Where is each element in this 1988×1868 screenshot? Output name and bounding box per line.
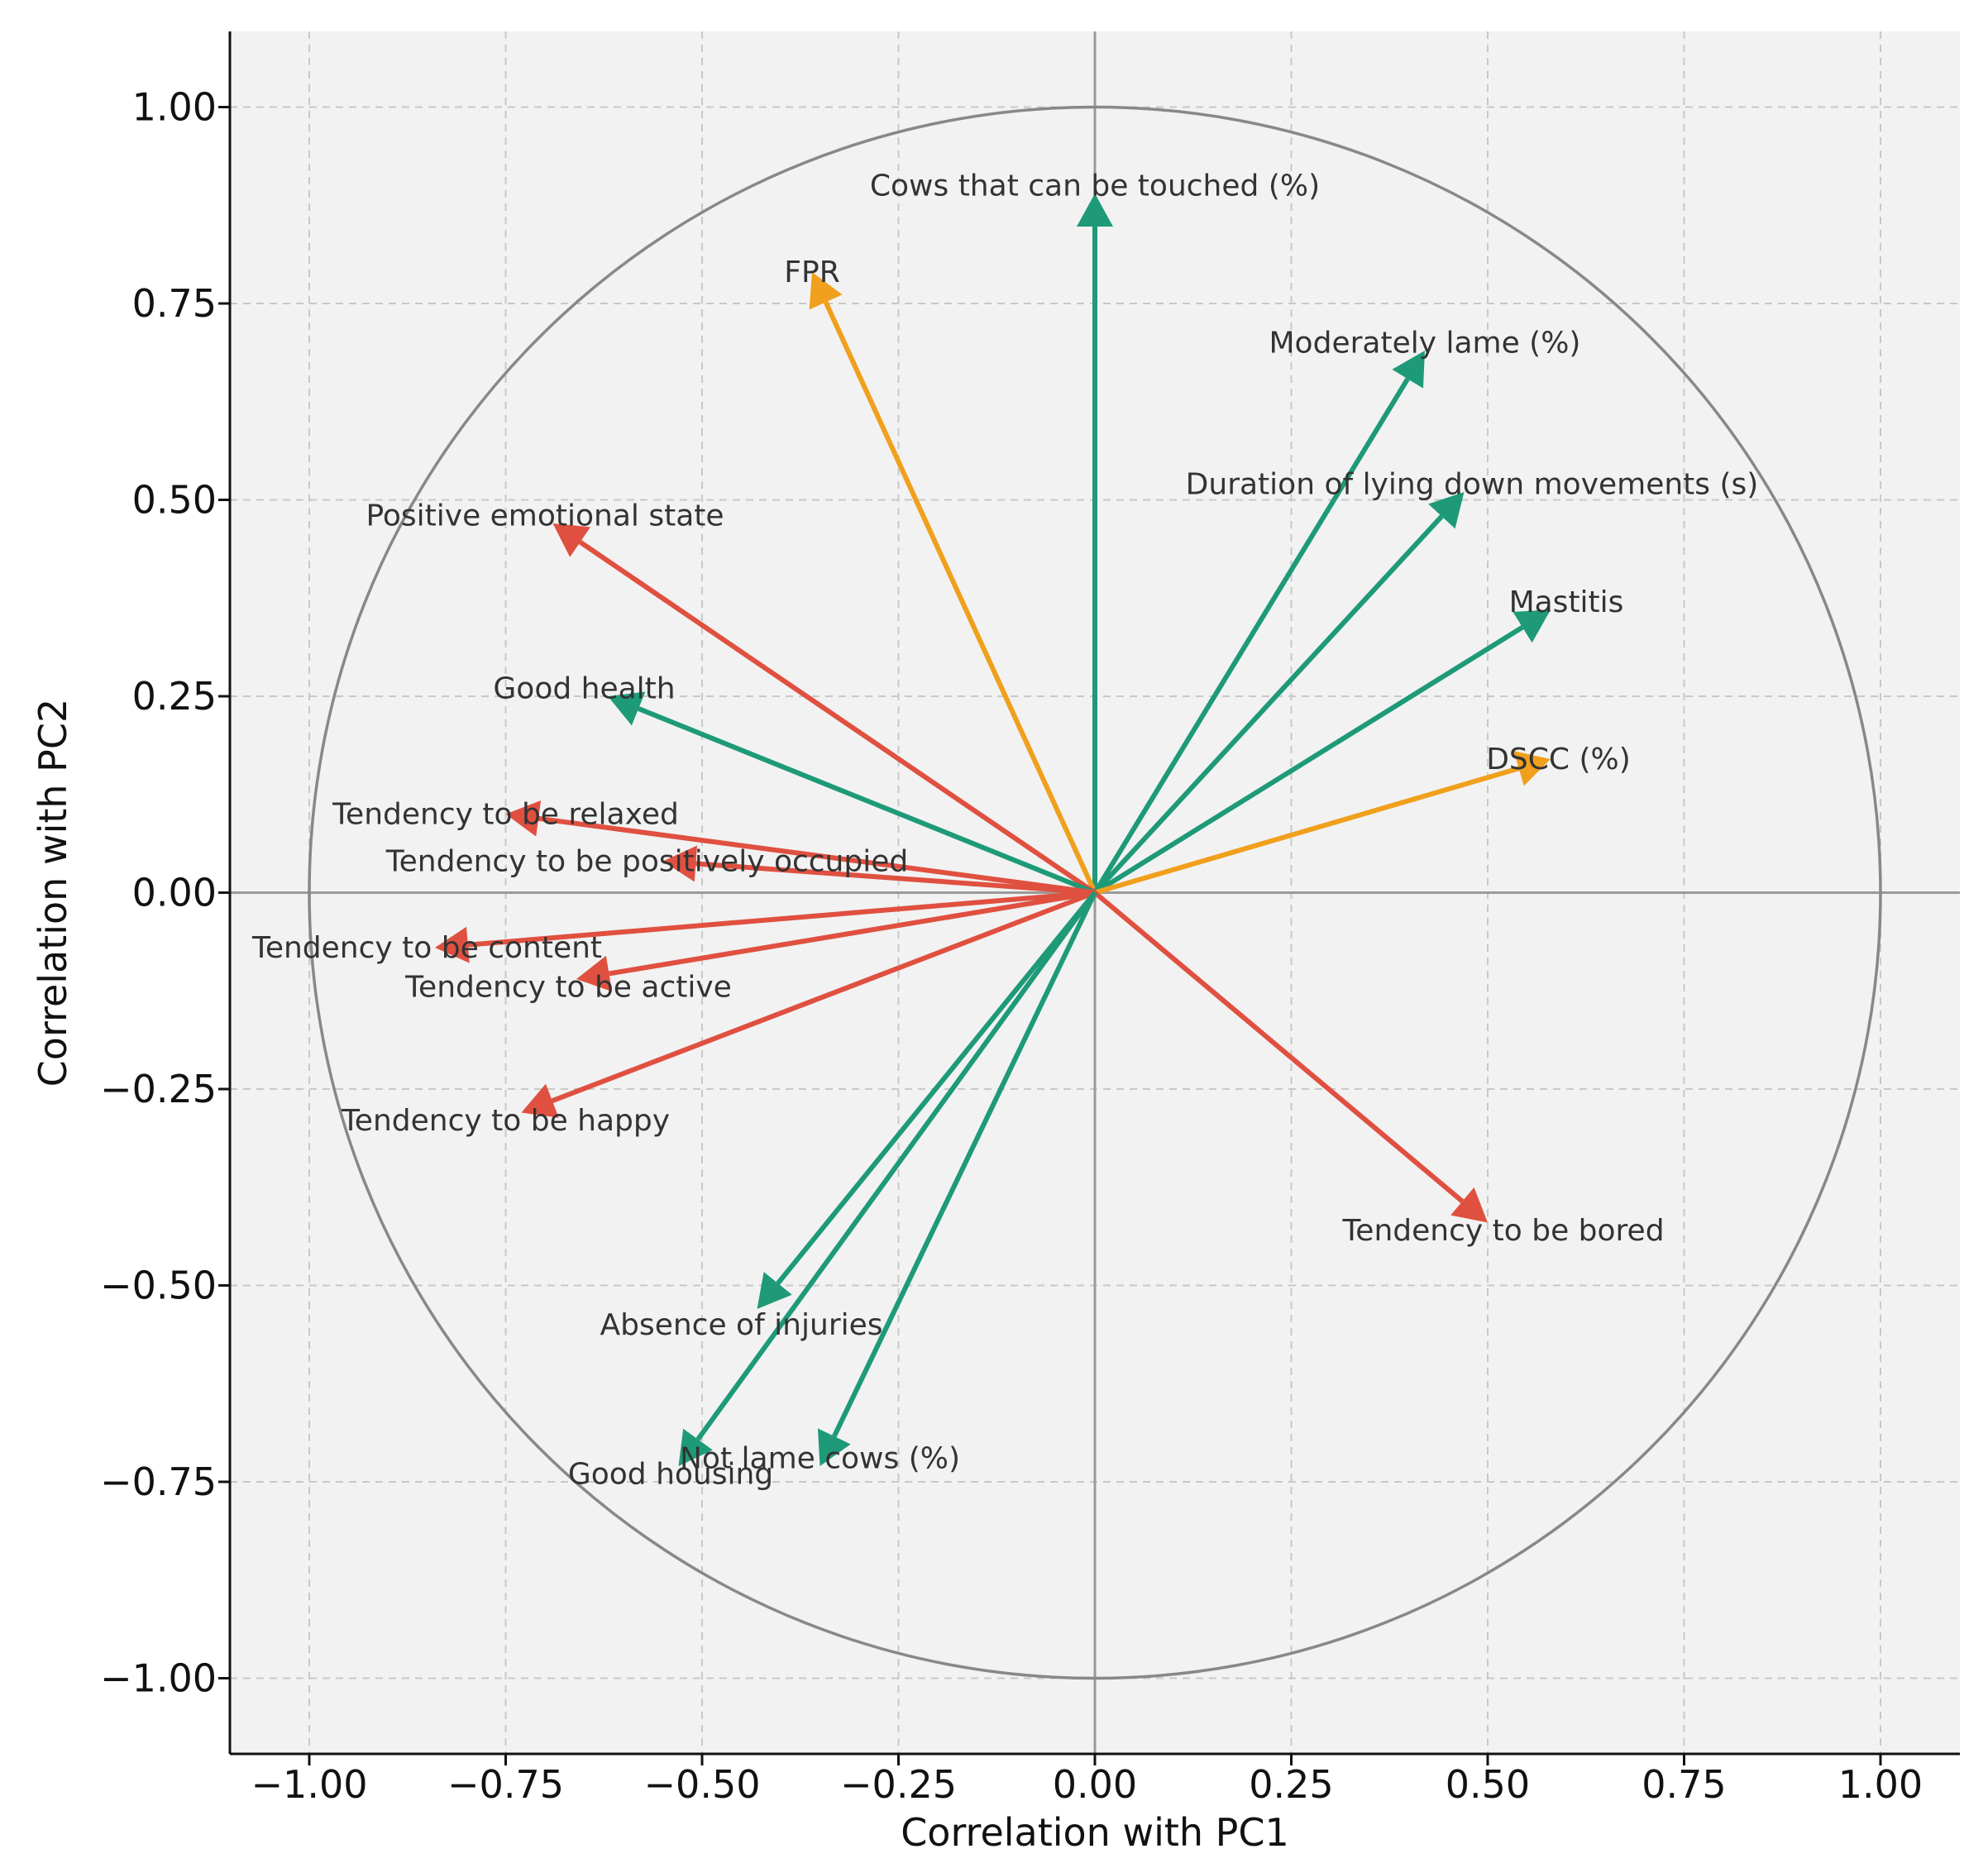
vector-shaft: [538, 815, 1096, 896]
vector-label: DSCC (%): [1486, 743, 1631, 776]
vector-label: FPR: [784, 256, 839, 289]
vector-label: Mastitis: [1509, 585, 1624, 619]
vector-tendency-to-be-bored: [1093, 891, 1488, 1223]
x-tick-label: 0.50: [1446, 1762, 1530, 1807]
vector-absence-of-injuries: [757, 891, 1097, 1309]
y-tick-label: 1.00: [132, 85, 217, 130]
vector-arrowhead: [662, 845, 697, 882]
vector-mastitis: [1093, 609, 1551, 896]
vector-shaft: [832, 891, 1097, 1438]
vector-shaft: [1092, 514, 1444, 895]
x-tick-label: 1.00: [1838, 1762, 1923, 1807]
vector-shaft: [551, 890, 1097, 1103]
x-tick-label: −0.25: [840, 1762, 957, 1807]
vector-shaft: [823, 301, 1097, 894]
vector-label: Absence of injuries: [600, 1308, 882, 1342]
vector-shaft: [1094, 766, 1520, 896]
vector-shaft: [695, 891, 1097, 1441]
y-tick-label: 0.00: [132, 871, 217, 915]
vector-arrowhead: [608, 691, 646, 726]
vector-label: Positive emotional state: [366, 499, 724, 533]
vector-labels: Cows that can be touched (%) FPR Moderatel…: [251, 170, 1758, 1492]
vector-tendency-to-be-content: [435, 890, 1096, 963]
vector-arrowhead: [1513, 751, 1551, 786]
vector-shaft: [608, 890, 1096, 977]
vector-arrowhead: [552, 523, 590, 557]
x-tick-label: 0.25: [1249, 1762, 1333, 1807]
vector-arrowhead: [1450, 1187, 1488, 1223]
vector-tendency-to-be-relaxed: [505, 800, 1096, 896]
x-tick-label: −1.00: [251, 1762, 368, 1807]
y-tick-label: −1.00: [100, 1656, 217, 1701]
vector-arrowhead: [521, 1083, 559, 1118]
vector-shaft: [1093, 891, 1465, 1204]
vector-arrowhead: [576, 955, 613, 992]
vector-arrowhead: [1077, 193, 1113, 227]
vector-arrowhead: [1392, 351, 1425, 389]
unit-circle: [308, 105, 1882, 1680]
vector-label: Tendency to be relaxed: [332, 798, 679, 832]
vector-good-health: [608, 691, 1097, 896]
vector-shaft: [1093, 625, 1524, 896]
vector-label: Not lame cows (%): [680, 1442, 960, 1476]
vector-tendency-to-be-active: [576, 890, 1096, 992]
vector-tendency-to-be-positively-occupied: [662, 845, 1096, 896]
x-axis-label: Correlation with PC1: [901, 1810, 1289, 1855]
vectors: [435, 193, 1551, 1466]
vector-arrowhead: [1428, 492, 1465, 529]
y-ticks: −1.00 −0.75 −0.50 −0.25 0.00 0.25 0.50 0.75 1.00: [100, 85, 230, 1701]
y-tick-label: −0.75: [100, 1460, 217, 1504]
vector-label: Good housing: [568, 1458, 773, 1492]
vector-moderately-lame: [1092, 351, 1425, 895]
vector-positive-emotional-state: [552, 523, 1097, 895]
x-tick-label: −0.50: [644, 1762, 761, 1807]
x-tick-label: 0.00: [1053, 1762, 1137, 1807]
vector-fpr: [809, 272, 1097, 894]
vector-label: Tendency to be positively occupied: [385, 845, 908, 879]
vector-shaft: [695, 861, 1096, 896]
vector-label: Moderately lame (%): [1269, 327, 1581, 361]
x-tick-label: 0.75: [1642, 1762, 1726, 1807]
vector-good-housing: [678, 891, 1097, 1466]
vector-label: Duration of lying down movements (s): [1186, 468, 1759, 502]
vector-cows-that-can-be-touched: [1077, 193, 1113, 893]
vector-dscc: [1094, 751, 1551, 896]
vector-arrowhead: [505, 800, 542, 837]
vector-arrowhead: [678, 1428, 713, 1466]
y-tick-label: 0.50: [132, 478, 217, 523]
vector-shaft: [637, 706, 1097, 896]
y-tick-label: 0.25: [132, 674, 217, 719]
vector-arrowhead: [435, 926, 470, 963]
y-axis-label: Correlation with PC2: [31, 699, 75, 1087]
vector-shaft: [467, 890, 1096, 948]
vector-shaft: [578, 540, 1097, 895]
vector-duration-of-lying-down-movements-s: [1092, 492, 1465, 895]
vector-arrowhead: [817, 1428, 851, 1466]
vector-arrowhead: [1513, 609, 1551, 643]
x-tick-label: −0.75: [447, 1762, 564, 1807]
x-ticks: −1.00 −0.75 −0.50 −0.25 0.00 0.25 0.50 0.75 1.00: [251, 1754, 1923, 1807]
vector-label: Tendency to be bored: [1341, 1214, 1664, 1248]
vector-arrowhead: [757, 1272, 792, 1309]
vector-label: Tendency to be content: [251, 931, 602, 965]
vector-shaft: [1092, 377, 1410, 895]
vector-label: Tendency to be active: [404, 971, 732, 1005]
y-tick-label: −0.50: [100, 1264, 217, 1308]
y-tick-label: −0.25: [100, 1067, 217, 1111]
vector-not-lame-cows: [817, 891, 1097, 1466]
vector-tendency-to-be-happy: [521, 890, 1097, 1118]
vector-arrowhead: [809, 272, 843, 310]
vector-shaft: [776, 891, 1097, 1285]
vector-label: Cows that can be touched (%): [870, 170, 1320, 203]
y-tick-label: 0.75: [132, 281, 217, 326]
vector-label: Good health: [493, 672, 675, 706]
vector-label: Tendency to be happy: [341, 1104, 670, 1138]
